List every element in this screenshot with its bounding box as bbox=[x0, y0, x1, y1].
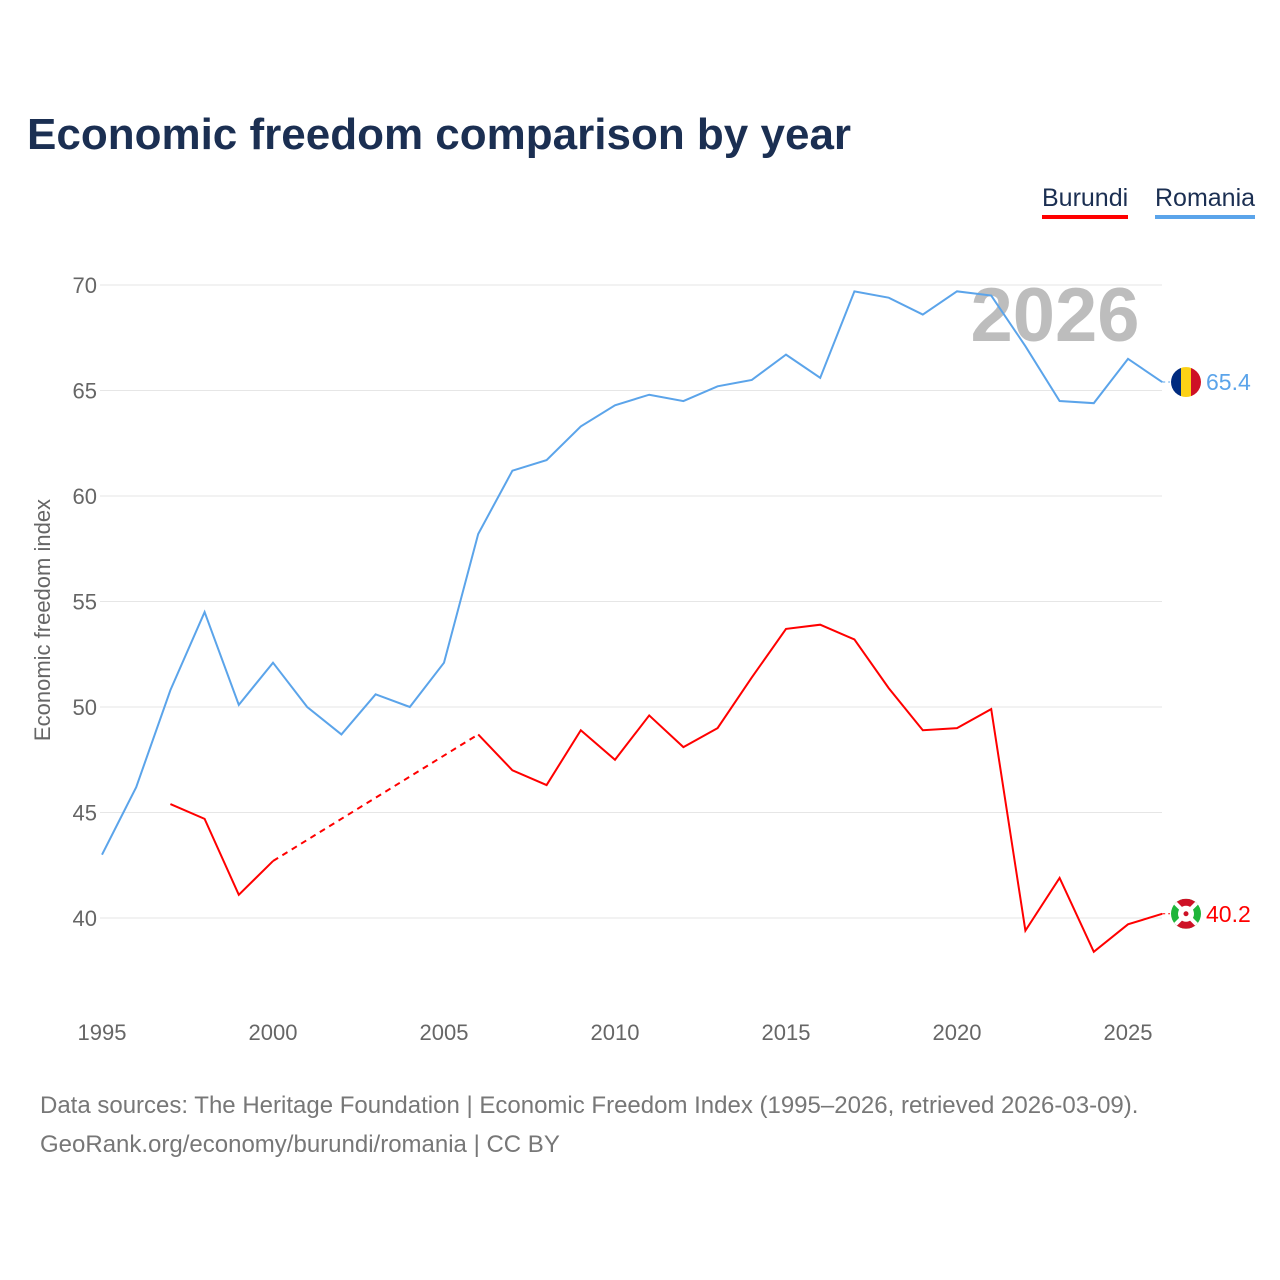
romania-flag-icon bbox=[1171, 367, 1201, 398]
series-line-burundi bbox=[477, 623, 1163, 954]
series-gap-burundi bbox=[272, 733, 479, 862]
flag-parts bbox=[1171, 898, 1201, 929]
x-tick-label: 2000 bbox=[249, 1020, 298, 1045]
footer-sources: Data sources: The Heritage Foundation | … bbox=[40, 1092, 1139, 1119]
flag-star bbox=[1183, 911, 1189, 917]
x-tick-label: 2010 bbox=[591, 1020, 640, 1045]
x-tick-label: 1995 bbox=[78, 1020, 127, 1045]
end-value-label-romania: 65.4 bbox=[1206, 369, 1251, 395]
stripe-blue bbox=[1171, 367, 1181, 398]
stripe-red bbox=[1191, 367, 1201, 398]
y-tick-label: 40 bbox=[73, 906, 97, 931]
y-tick-label: 50 bbox=[73, 695, 97, 720]
y-axis-label: Economic freedom index bbox=[30, 499, 55, 741]
year-watermark: 2026 bbox=[970, 273, 1139, 358]
footer: Data sources: The Heritage Foundation | … bbox=[40, 1086, 1138, 1164]
y-tick-label: 70 bbox=[73, 273, 97, 298]
chart-title: Economic freedom comparison by year bbox=[27, 110, 852, 159]
x-tick-label: 2020 bbox=[933, 1020, 982, 1045]
stripe-yellow bbox=[1181, 367, 1191, 398]
end-value-label-burundi: 40.2 bbox=[1206, 901, 1251, 927]
flag-stripes bbox=[1171, 367, 1201, 398]
series-line-burundi bbox=[170, 803, 274, 897]
y-tick-label: 45 bbox=[73, 801, 97, 826]
y-tick-label: 60 bbox=[73, 484, 97, 509]
footer-link[interactable]: GeoRank.org/economy/burundi/romania | CC… bbox=[40, 1131, 560, 1158]
legend-romania[interactable]: Romania bbox=[1155, 184, 1256, 219]
x-tick-label: 2005 bbox=[420, 1020, 469, 1045]
x-tick-label: 2015 bbox=[762, 1020, 811, 1045]
burundi-flag-icon bbox=[1171, 898, 1201, 929]
y-tick-label: 65 bbox=[73, 379, 97, 404]
y-tick-label: 55 bbox=[73, 590, 97, 615]
x-tick-label: 2025 bbox=[1104, 1020, 1153, 1045]
series-line-romania bbox=[101, 290, 1163, 856]
legend-burundi[interactable]: Burundi bbox=[1042, 184, 1129, 219]
